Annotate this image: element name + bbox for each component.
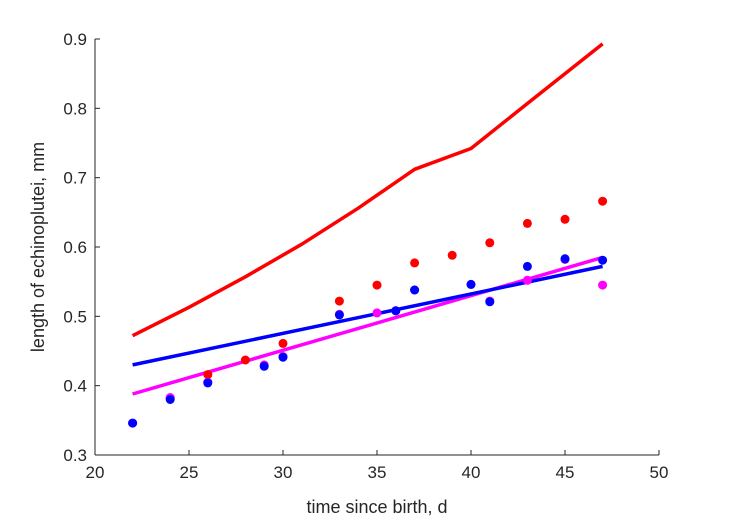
data-point-2-11 xyxy=(560,254,570,264)
data-point-2-5 xyxy=(334,310,344,320)
data-point-2-7 xyxy=(410,285,420,295)
axes: 20 25 30 35 40 45 50 0.3 0.4 0.5 0.6 0.7 0.8 0.9 xyxy=(63,30,668,482)
data-point-0-11 xyxy=(598,196,608,206)
data-point-0-10 xyxy=(560,214,570,224)
data-point-2-6 xyxy=(391,306,401,316)
data-point-2-9 xyxy=(485,297,495,307)
y-tick-label-3: 0.6 xyxy=(63,238,87,257)
y-tick-label-5: 0.8 xyxy=(63,99,87,118)
data-point-0-1 xyxy=(203,370,213,380)
y-tick-label-0: 0.3 xyxy=(63,446,87,465)
data-point-2-0 xyxy=(128,418,138,428)
series-line-4 xyxy=(132,255,604,396)
data-point-2-4 xyxy=(278,352,288,362)
data-point-2-8 xyxy=(466,279,476,289)
data-point-1-13 xyxy=(598,280,608,290)
data-point-2-1 xyxy=(165,395,175,404)
data-point-0-2 xyxy=(240,355,250,365)
y-tick-label-6: 0.9 xyxy=(63,30,87,49)
y-tick-label-1: 0.4 xyxy=(63,377,87,396)
data-point-0-5 xyxy=(372,280,382,290)
plot-area xyxy=(128,42,608,428)
x-tick-label-0: 20 xyxy=(86,463,105,482)
x-tick-label-6: 50 xyxy=(650,463,669,482)
x-tick-label-5: 45 xyxy=(556,463,575,482)
data-point-0-7 xyxy=(447,250,457,260)
data-point-2-12 xyxy=(598,255,608,265)
data-point-2-10 xyxy=(522,261,532,271)
data-point-2-2 xyxy=(203,378,213,388)
x-tick-label-3: 35 xyxy=(368,463,387,482)
data-point-1-6 xyxy=(372,308,382,318)
data-point-0-3 xyxy=(278,338,288,348)
data-point-0-6 xyxy=(410,258,420,268)
data-point-1-11 xyxy=(522,275,532,285)
series-line-3 xyxy=(131,42,604,338)
data-point-0-4 xyxy=(334,296,344,306)
data-point-0-8 xyxy=(485,238,495,248)
x-tick-label-1: 25 xyxy=(180,463,199,482)
y-tick-label-2: 0.5 xyxy=(63,307,87,326)
data-point-2-3 xyxy=(259,361,269,371)
x-axis-label: time since birth, d xyxy=(306,497,447,517)
series-line-5 xyxy=(132,264,603,367)
y-tick-label-4: 0.7 xyxy=(63,169,87,188)
data-point-0-9 xyxy=(522,218,532,228)
y-axis-label: length of echinoplutei, mm xyxy=(28,142,48,352)
x-tick-label-4: 40 xyxy=(462,463,481,482)
x-tick-label-2: 30 xyxy=(274,463,293,482)
